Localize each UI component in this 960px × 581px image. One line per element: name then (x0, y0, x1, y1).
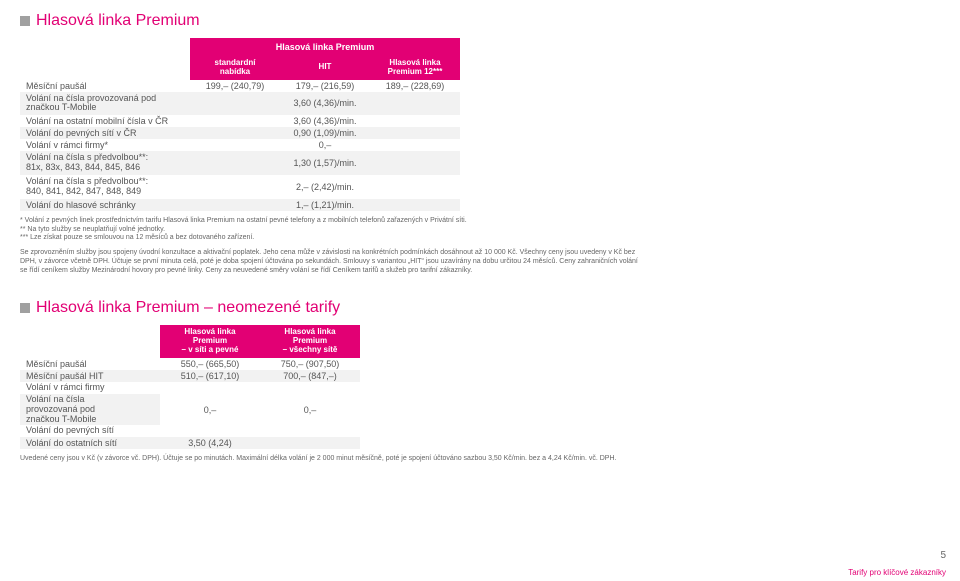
section1-title: Hlasová linka Premium (20, 12, 930, 30)
table-cell: 0,90 (1,09)/min. (190, 127, 460, 139)
table-cell: 750,– (907,50) (260, 358, 360, 370)
table-cell: 3,60 (4,36)/min. (190, 92, 460, 116)
table-row-label: Volání na čísla provozovaná pod značkou … (20, 92, 190, 116)
table-row-label: Volání do pevných sítí v ČR (20, 127, 190, 139)
table-cell: 199,– (240,79) (190, 80, 280, 92)
table-premium: Hlasová linka Premium standardní nabídka… (20, 38, 460, 211)
table2-col-header: Hlasová linka Premium – v síti a pevné (160, 325, 260, 357)
table-cell: 3,50 (4,24) (160, 437, 260, 449)
table1-header: Hlasová linka Premium (190, 38, 460, 56)
table-cell (260, 437, 360, 449)
page-number: 5 (940, 550, 946, 561)
footnote-1b: Se zprovozněním služby jsou spojeny úvod… (20, 249, 640, 275)
table2-col-header: Hlasová linka Premium – všechny sítě (260, 325, 360, 357)
table1-col-header: Hlasová linka Premium 12*** (370, 56, 460, 80)
table1-col-header: standardní nabídka (190, 56, 280, 80)
footnote-2: Uvedené ceny jsou v Kč (v závorce vč. DP… (20, 455, 660, 464)
table-cell: 179,– (216,59) (280, 80, 370, 92)
table-row-label: Volání na čísla s předvolbou**: 840, 841… (20, 175, 190, 199)
table-row-label: Volání na čísla provozovaná pod značkou … (20, 394, 160, 426)
table-cell: 0,– (190, 139, 460, 151)
table-row-label: Volání v rámci firmy (20, 382, 160, 394)
table-cell: 0,– (260, 382, 360, 437)
table-row-label: Měsíční paušál HIT (20, 370, 160, 382)
table-cell: 700,– (847,–) (260, 370, 360, 382)
table-row-label: Volání v rámci firmy* (20, 139, 190, 151)
table-cell: 550,– (665,50) (160, 358, 260, 370)
table-row-label: Volání do ostatních sítí (20, 437, 160, 449)
table-cell: 510,– (617,10) (160, 370, 260, 382)
table-unlimited: Hlasová linka Premium – v síti a pevnéHl… (20, 325, 360, 449)
table-cell: 0,– (160, 382, 260, 437)
table1-col-header: HIT (280, 56, 370, 80)
table-cell: 1,30 (1,57)/min. (190, 151, 460, 175)
table-cell: 189,– (228,69) (370, 80, 460, 92)
section2-title: Hlasová linka Premium – neomezené tarify (20, 299, 930, 317)
table-cell: 1,– (1,21)/min. (190, 199, 460, 211)
table-row-label: Volání do pevných sítí (20, 425, 160, 437)
table-row-label: Volání na ostatní mobilní čísla v ČR (20, 115, 190, 127)
table-row-label: Volání do hlasové schránky (20, 199, 190, 211)
footnote-1a: * Volání z pevných linek prostřednictvím… (20, 217, 640, 243)
table-cell: 2,– (2,42)/min. (190, 175, 460, 199)
table-row-label: Měsíční paušál (20, 358, 160, 370)
table-row-label: Volání na čísla s předvolbou**: 81x, 83x… (20, 151, 190, 175)
table-row-label: Měsíční paušál (20, 80, 190, 92)
footer-tag: Tarify pro klíčové zákazníky (848, 568, 946, 577)
table-cell: 3,60 (4,36)/min. (190, 115, 460, 127)
